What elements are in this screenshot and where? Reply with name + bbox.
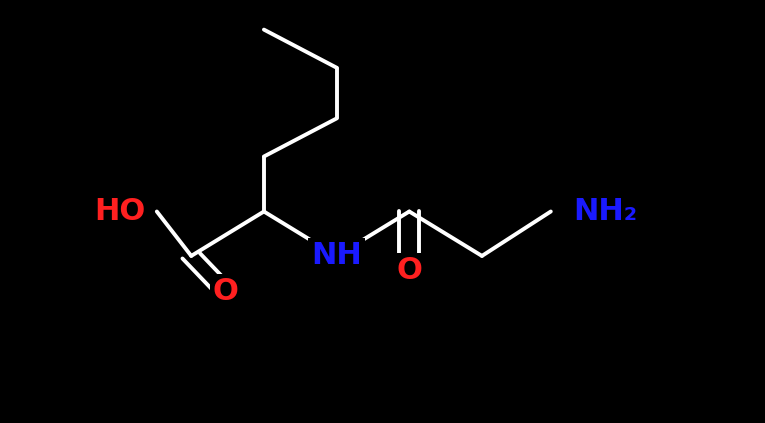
- Text: O: O: [396, 256, 422, 285]
- Text: NH₂: NH₂: [574, 197, 638, 226]
- Text: NH: NH: [311, 242, 362, 270]
- Text: O: O: [213, 277, 239, 306]
- Text: HO: HO: [94, 197, 145, 226]
